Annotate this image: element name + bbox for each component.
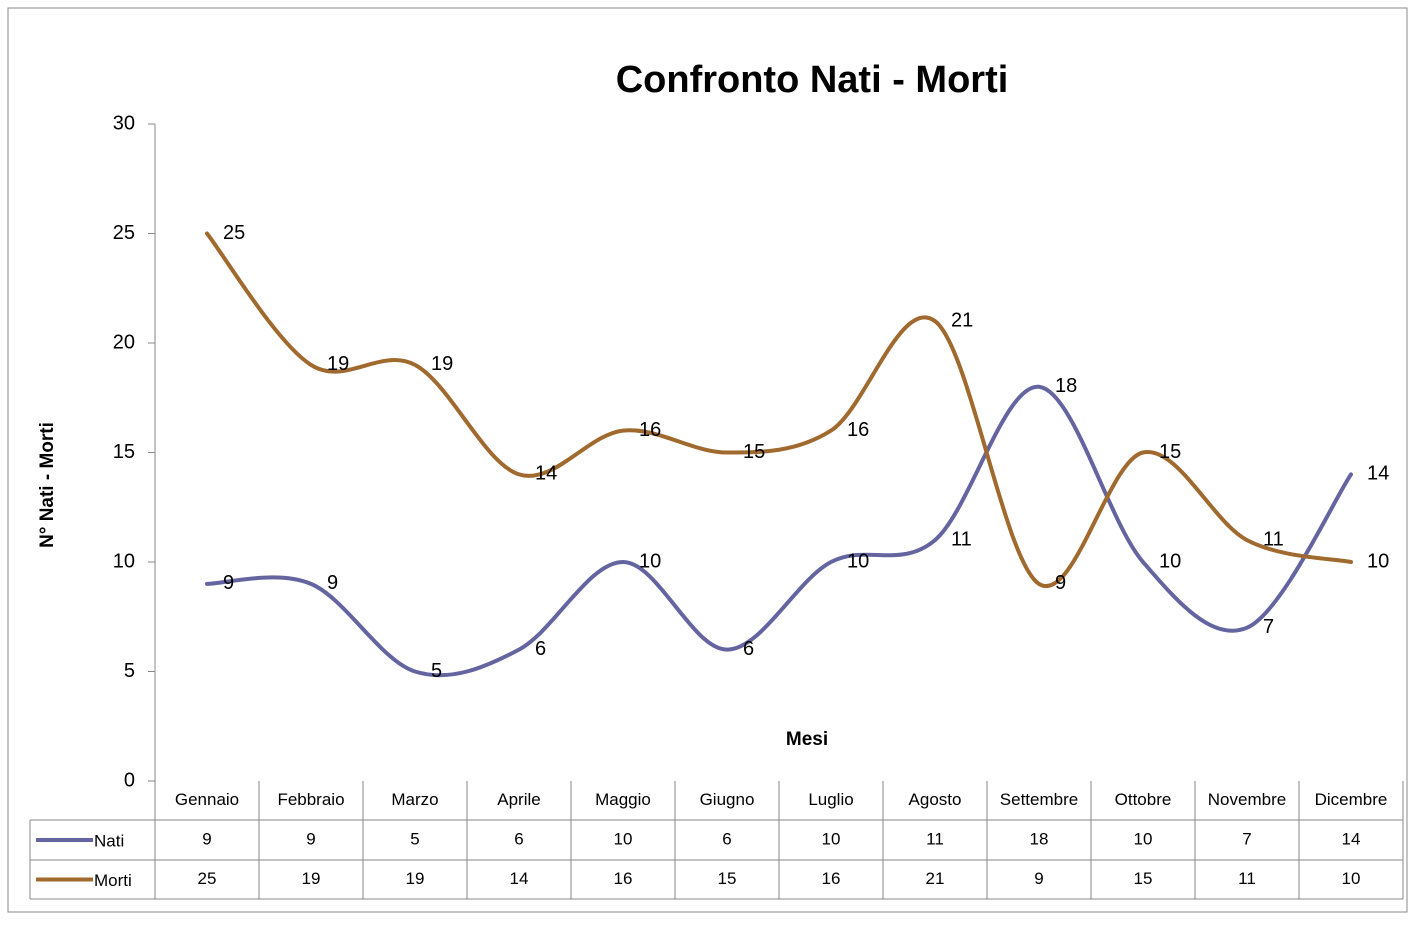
data-label: 5 xyxy=(431,660,442,682)
table-cell: 10 xyxy=(1134,829,1153,848)
table-cell: 7 xyxy=(1242,829,1251,848)
table-cell: 14 xyxy=(1342,829,1361,848)
data-label: 11 xyxy=(951,528,972,550)
data-label: 14 xyxy=(535,463,557,485)
table-cell: 10 xyxy=(614,829,633,848)
data-label: 6 xyxy=(535,638,546,660)
x-tick-label: Agosto xyxy=(909,790,962,809)
data-label: 11 xyxy=(1263,528,1284,550)
table-cell: 16 xyxy=(614,869,633,888)
x-tick-label: Marzo xyxy=(391,790,438,809)
table-cell: 15 xyxy=(718,869,737,888)
y-tick-label: 25 xyxy=(113,222,135,244)
series-line xyxy=(205,231,1353,589)
legend-label: Morti xyxy=(94,871,132,890)
x-tick-label: Dicembre xyxy=(1315,790,1388,809)
data-label: 10 xyxy=(639,550,661,572)
table-cell: 14 xyxy=(510,869,529,888)
table-cell: 19 xyxy=(406,869,425,888)
legend-label: Nati xyxy=(94,831,124,850)
table-cell: 11 xyxy=(926,829,944,848)
x-axis-label: Mesi xyxy=(786,729,828,750)
table-cell: 15 xyxy=(1134,869,1153,888)
y-tick-label: 10 xyxy=(113,550,135,572)
x-tick-label: Gennaio xyxy=(175,790,239,809)
data-label: 18 xyxy=(1055,375,1077,397)
table-cell: 6 xyxy=(514,829,523,848)
x-tick-label: Maggio xyxy=(595,790,651,809)
x-tick-label: Giugno xyxy=(700,790,755,809)
data-label: 19 xyxy=(327,353,349,375)
data-label: 7 xyxy=(1263,616,1274,638)
y-tick-label: 0 xyxy=(124,769,135,791)
table-cell: 6 xyxy=(722,829,731,848)
data-label: 14 xyxy=(1367,463,1389,485)
y-tick-label: 30 xyxy=(113,112,135,134)
x-tick-label: Novembre xyxy=(1208,790,1286,809)
y-tick-label: 20 xyxy=(113,331,135,353)
chart-title: Confronto Nati - Morti xyxy=(616,59,1009,101)
data-label: 10 xyxy=(847,550,869,572)
data-label: 15 xyxy=(1159,441,1181,463)
data-label: 6 xyxy=(743,638,754,660)
x-tick-label: Febbraio xyxy=(277,790,344,809)
data-label: 25 xyxy=(223,222,245,244)
data-label: 15 xyxy=(743,441,765,463)
data-label: 19 xyxy=(431,353,453,375)
chart-border xyxy=(7,7,1408,913)
y-tick-label: 5 xyxy=(124,660,135,682)
data-label: 10 xyxy=(1159,550,1181,572)
table-cell: 5 xyxy=(410,829,419,848)
table-cell: 19 xyxy=(302,869,321,888)
data-label: 21 xyxy=(951,309,973,331)
data-label: 9 xyxy=(223,572,234,594)
x-tick-label: Ottobre xyxy=(1115,790,1172,809)
data-label: 9 xyxy=(1055,572,1066,594)
table-cell: 10 xyxy=(822,829,841,848)
table-cell: 9 xyxy=(306,829,315,848)
y-axis-label: N° Nati - Morti xyxy=(37,422,58,548)
table-cell: 25 xyxy=(198,869,217,888)
table-cell: 21 xyxy=(926,869,945,888)
table-cell: 9 xyxy=(202,829,211,848)
data-label: 16 xyxy=(847,419,869,441)
x-tick-label: Luglio xyxy=(808,790,853,809)
data-label: 10 xyxy=(1367,550,1389,572)
table-cell: 16 xyxy=(822,869,841,888)
series-line xyxy=(205,384,1353,678)
x-tick-label: Aprile xyxy=(497,790,540,809)
data-label: 16 xyxy=(639,419,661,441)
table-cell: 9 xyxy=(1034,869,1043,888)
data-label: 9 xyxy=(327,572,338,594)
table-cell: 10 xyxy=(1342,869,1361,888)
x-tick-label: Settembre xyxy=(1000,790,1078,809)
y-tick-label: 15 xyxy=(113,441,135,463)
table-cell: 11 xyxy=(1238,869,1256,888)
table-cell: 18 xyxy=(1030,829,1049,848)
